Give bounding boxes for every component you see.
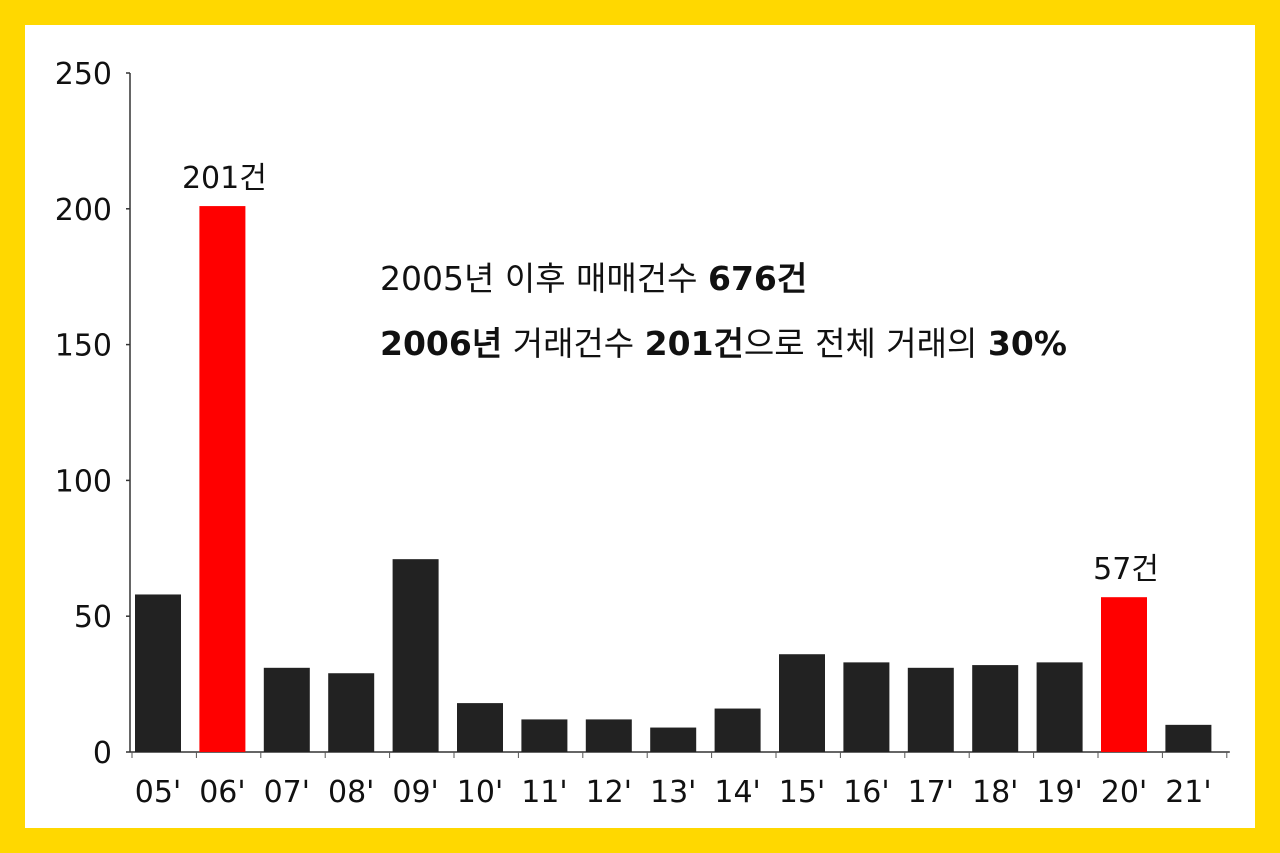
x-tick-label: 17' xyxy=(908,775,954,810)
x-tick-label: 14' xyxy=(714,775,760,810)
bar-14 xyxy=(714,708,761,752)
x-tick-label: 20' xyxy=(1101,775,1147,810)
annotation-bold-run: 30% xyxy=(988,324,1067,363)
x-tick-label: 09' xyxy=(392,775,438,810)
bar-17 xyxy=(907,667,954,752)
x-tick-label: 10' xyxy=(457,775,503,810)
bar-16 xyxy=(843,662,890,752)
x-tick-label: 08' xyxy=(328,775,374,810)
x-tick-label: 18' xyxy=(972,775,1018,810)
bar-13 xyxy=(650,727,697,752)
bar-12 xyxy=(585,719,632,752)
y-tick-label: 250 xyxy=(55,57,112,92)
bar-06 xyxy=(199,206,246,753)
bars xyxy=(135,206,1212,753)
x-tick-label: 16' xyxy=(843,775,889,810)
annotation-run: 거래건수 xyxy=(502,324,644,363)
annotation-bold-run: 2006년 xyxy=(380,324,502,363)
annotation-run: 으로 전체 거래의 xyxy=(744,324,988,363)
x-tick-label: 12' xyxy=(586,775,632,810)
annotation-bold-run: 201건 xyxy=(645,324,744,363)
y-tick-label: 100 xyxy=(55,464,112,499)
bar-05 xyxy=(135,594,181,752)
bar-15 xyxy=(779,654,825,752)
annotation-line-1: 2005년 이후 매매건수 676건 xyxy=(380,259,807,298)
bar-09 xyxy=(392,559,439,752)
data-label: 201건 xyxy=(182,161,267,196)
labels: 05' 06' 201건 07' 08' 09' 10' 11' 12' 13' 14' 15' 16'… xyxy=(135,161,1212,810)
bar-07 xyxy=(263,667,310,752)
x-tick-label: 15' xyxy=(779,775,825,810)
bar-19 xyxy=(1036,662,1083,752)
bar-21 xyxy=(1165,724,1212,752)
x-tick-label: 05' xyxy=(135,775,181,810)
x-tick-label: 07' xyxy=(264,775,310,810)
bar-08 xyxy=(328,673,375,752)
annotation-line-2: 2006년 거래건수 201건으로 전체 거래의 30% xyxy=(380,324,1067,363)
data-label: 57건 xyxy=(1093,552,1159,587)
y-tick-label: 200 xyxy=(55,193,112,228)
x-tick-label: 21' xyxy=(1165,775,1211,810)
y-tick-label: 150 xyxy=(55,329,112,364)
x-tick-label: 19' xyxy=(1036,775,1082,810)
x-tick-label: 13' xyxy=(650,775,696,810)
y-tick-label: 50 xyxy=(74,600,112,635)
annotation-run: 2005년 이후 매매건수 xyxy=(380,259,708,298)
bar-10 xyxy=(457,703,503,752)
annotation-bold-run: 676건 xyxy=(708,259,807,298)
x-tick-label: 11' xyxy=(521,775,567,810)
bar-20 xyxy=(1101,597,1147,752)
y-tick-label: 0 xyxy=(93,736,112,771)
bar-18 xyxy=(972,665,1019,752)
x-tick-label: 06' xyxy=(199,775,245,810)
bar-11 xyxy=(521,719,568,752)
